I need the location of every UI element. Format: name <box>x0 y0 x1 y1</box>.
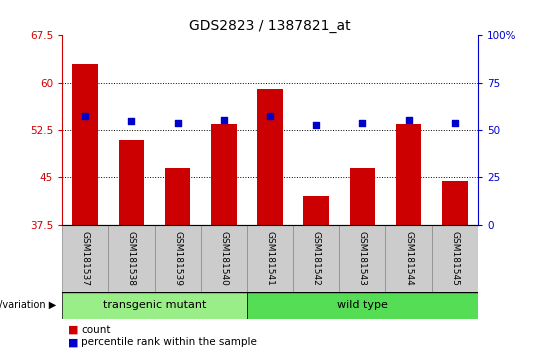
Text: GSM181539: GSM181539 <box>173 231 182 286</box>
Text: ■: ■ <box>68 337 78 348</box>
Text: GSM181545: GSM181545 <box>450 231 460 286</box>
Bar <box>339 225 386 292</box>
Text: GSM181537: GSM181537 <box>80 231 90 286</box>
Bar <box>442 181 468 225</box>
Bar <box>119 139 144 225</box>
Bar <box>211 124 237 225</box>
Point <box>219 117 228 122</box>
Text: percentile rank within the sample: percentile rank within the sample <box>81 337 257 348</box>
Bar <box>293 225 339 292</box>
Text: GSM181540: GSM181540 <box>219 231 228 286</box>
Bar <box>154 225 201 292</box>
Point <box>173 120 182 125</box>
Text: ■: ■ <box>68 325 78 335</box>
Bar <box>109 225 154 292</box>
Point <box>312 122 321 128</box>
Text: transgenic mutant: transgenic mutant <box>103 300 206 310</box>
Bar <box>201 225 247 292</box>
Point <box>450 120 459 125</box>
Text: wild type: wild type <box>337 300 388 310</box>
Text: GSM181543: GSM181543 <box>358 231 367 286</box>
Bar <box>247 292 478 319</box>
Point <box>81 113 90 119</box>
Bar <box>72 64 98 225</box>
Bar <box>303 196 329 225</box>
Bar <box>431 225 478 292</box>
Point <box>127 118 136 124</box>
Text: GSM181544: GSM181544 <box>404 231 413 286</box>
Point <box>266 113 274 119</box>
Bar <box>396 124 421 225</box>
Text: count: count <box>81 325 111 335</box>
Text: GSM181542: GSM181542 <box>312 231 321 286</box>
Point <box>358 121 367 126</box>
Bar <box>165 168 190 225</box>
Bar <box>247 225 293 292</box>
Bar <box>62 292 247 319</box>
Text: genotype/variation ▶: genotype/variation ▶ <box>0 300 57 310</box>
Bar <box>62 225 109 292</box>
Bar <box>257 89 283 225</box>
Title: GDS2823 / 1387821_at: GDS2823 / 1387821_at <box>189 19 351 33</box>
Text: GSM181538: GSM181538 <box>127 231 136 286</box>
Bar <box>386 225 431 292</box>
Text: GSM181541: GSM181541 <box>266 231 274 286</box>
Bar <box>350 168 375 225</box>
Point <box>404 117 413 122</box>
